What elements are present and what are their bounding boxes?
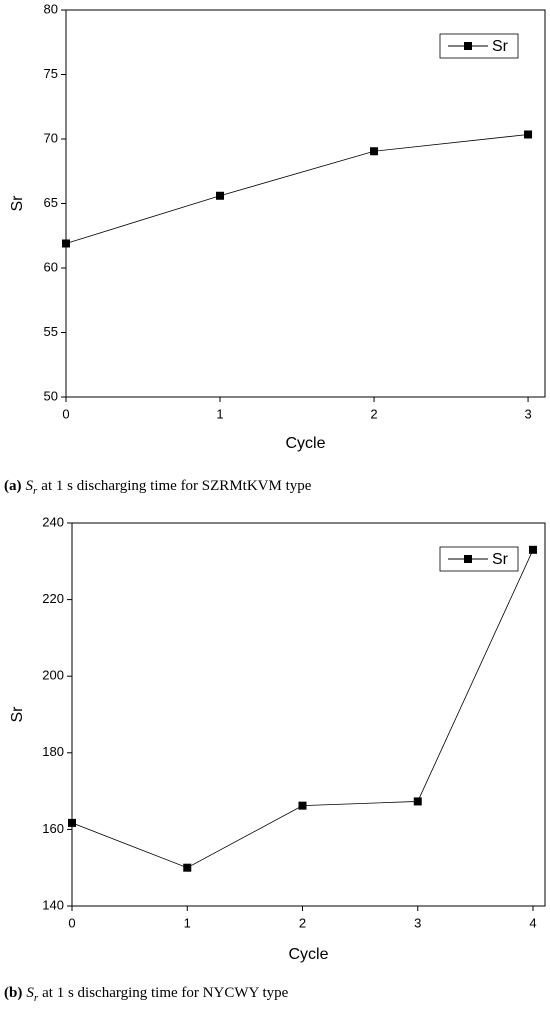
y-tick-label: 140	[42, 897, 64, 912]
y-tick-label: 70	[44, 130, 58, 145]
y-tick-label: 160	[42, 821, 64, 836]
x-tick-label: 3	[524, 406, 531, 421]
series-line	[65, 134, 529, 244]
caption-symbol: S	[26, 478, 34, 494]
y-axis-label: Sr	[9, 706, 26, 723]
legend-marker	[464, 555, 472, 563]
x-tick-label: 3	[414, 915, 421, 930]
x-tick-label: 0	[68, 915, 75, 930]
y-tick-label: 50	[44, 388, 58, 403]
data-point	[298, 801, 307, 810]
data-point	[216, 191, 225, 200]
y-tick-label: 75	[44, 66, 58, 81]
caption-subscript: r	[33, 485, 38, 497]
caption-label: (b)	[4, 985, 22, 1001]
data-point	[62, 239, 70, 248]
caption-subscript: r	[34, 992, 39, 1004]
y-tick-label: 80	[44, 1, 58, 16]
legend-label: Sr	[492, 38, 509, 55]
y-tick-label: 60	[44, 259, 58, 274]
y-tick-label: 180	[42, 744, 64, 759]
y-axis-label: Sr	[9, 195, 26, 212]
data-point	[183, 863, 192, 872]
x-tick-label: 1	[216, 406, 223, 421]
caption-label: (a)	[4, 478, 22, 494]
legend-marker	[464, 42, 472, 50]
caption-text: at 1 s discharging time for SZRMtKVM typ…	[41, 478, 311, 494]
series-line	[71, 549, 534, 869]
y-tick-label: 240	[42, 514, 64, 529]
data-point	[524, 130, 533, 139]
x-tick-label: 0	[62, 406, 69, 421]
data-point	[413, 797, 422, 806]
y-tick-label: 65	[44, 195, 58, 210]
y-tick-label: 220	[42, 591, 64, 606]
legend-label: Sr	[492, 551, 509, 568]
caption-symbol: S	[26, 985, 34, 1001]
data-point	[68, 818, 76, 827]
x-tick-label: 2	[370, 406, 377, 421]
y-tick-label: 55	[44, 324, 58, 339]
y-tick-label: 200	[42, 668, 64, 683]
x-tick-label: 1	[184, 915, 191, 930]
plot-frame	[65, 9, 546, 398]
x-axis-label: Cycle	[288, 946, 328, 963]
caption: (b) Sr at 1 s discharging time for NYCWY t…	[4, 985, 289, 1003]
plot-frame	[71, 522, 546, 907]
x-tick-label: 4	[529, 915, 536, 930]
caption-text: at 1 s discharging time for NYCWY type	[42, 985, 289, 1001]
x-tick-label: 2	[299, 915, 306, 930]
x-axis-label: Cycle	[285, 435, 325, 452]
data-point	[529, 545, 538, 554]
data-point	[370, 147, 379, 156]
caption: (a) Sr at 1 s discharging time for SZRMtKV…	[4, 478, 312, 496]
